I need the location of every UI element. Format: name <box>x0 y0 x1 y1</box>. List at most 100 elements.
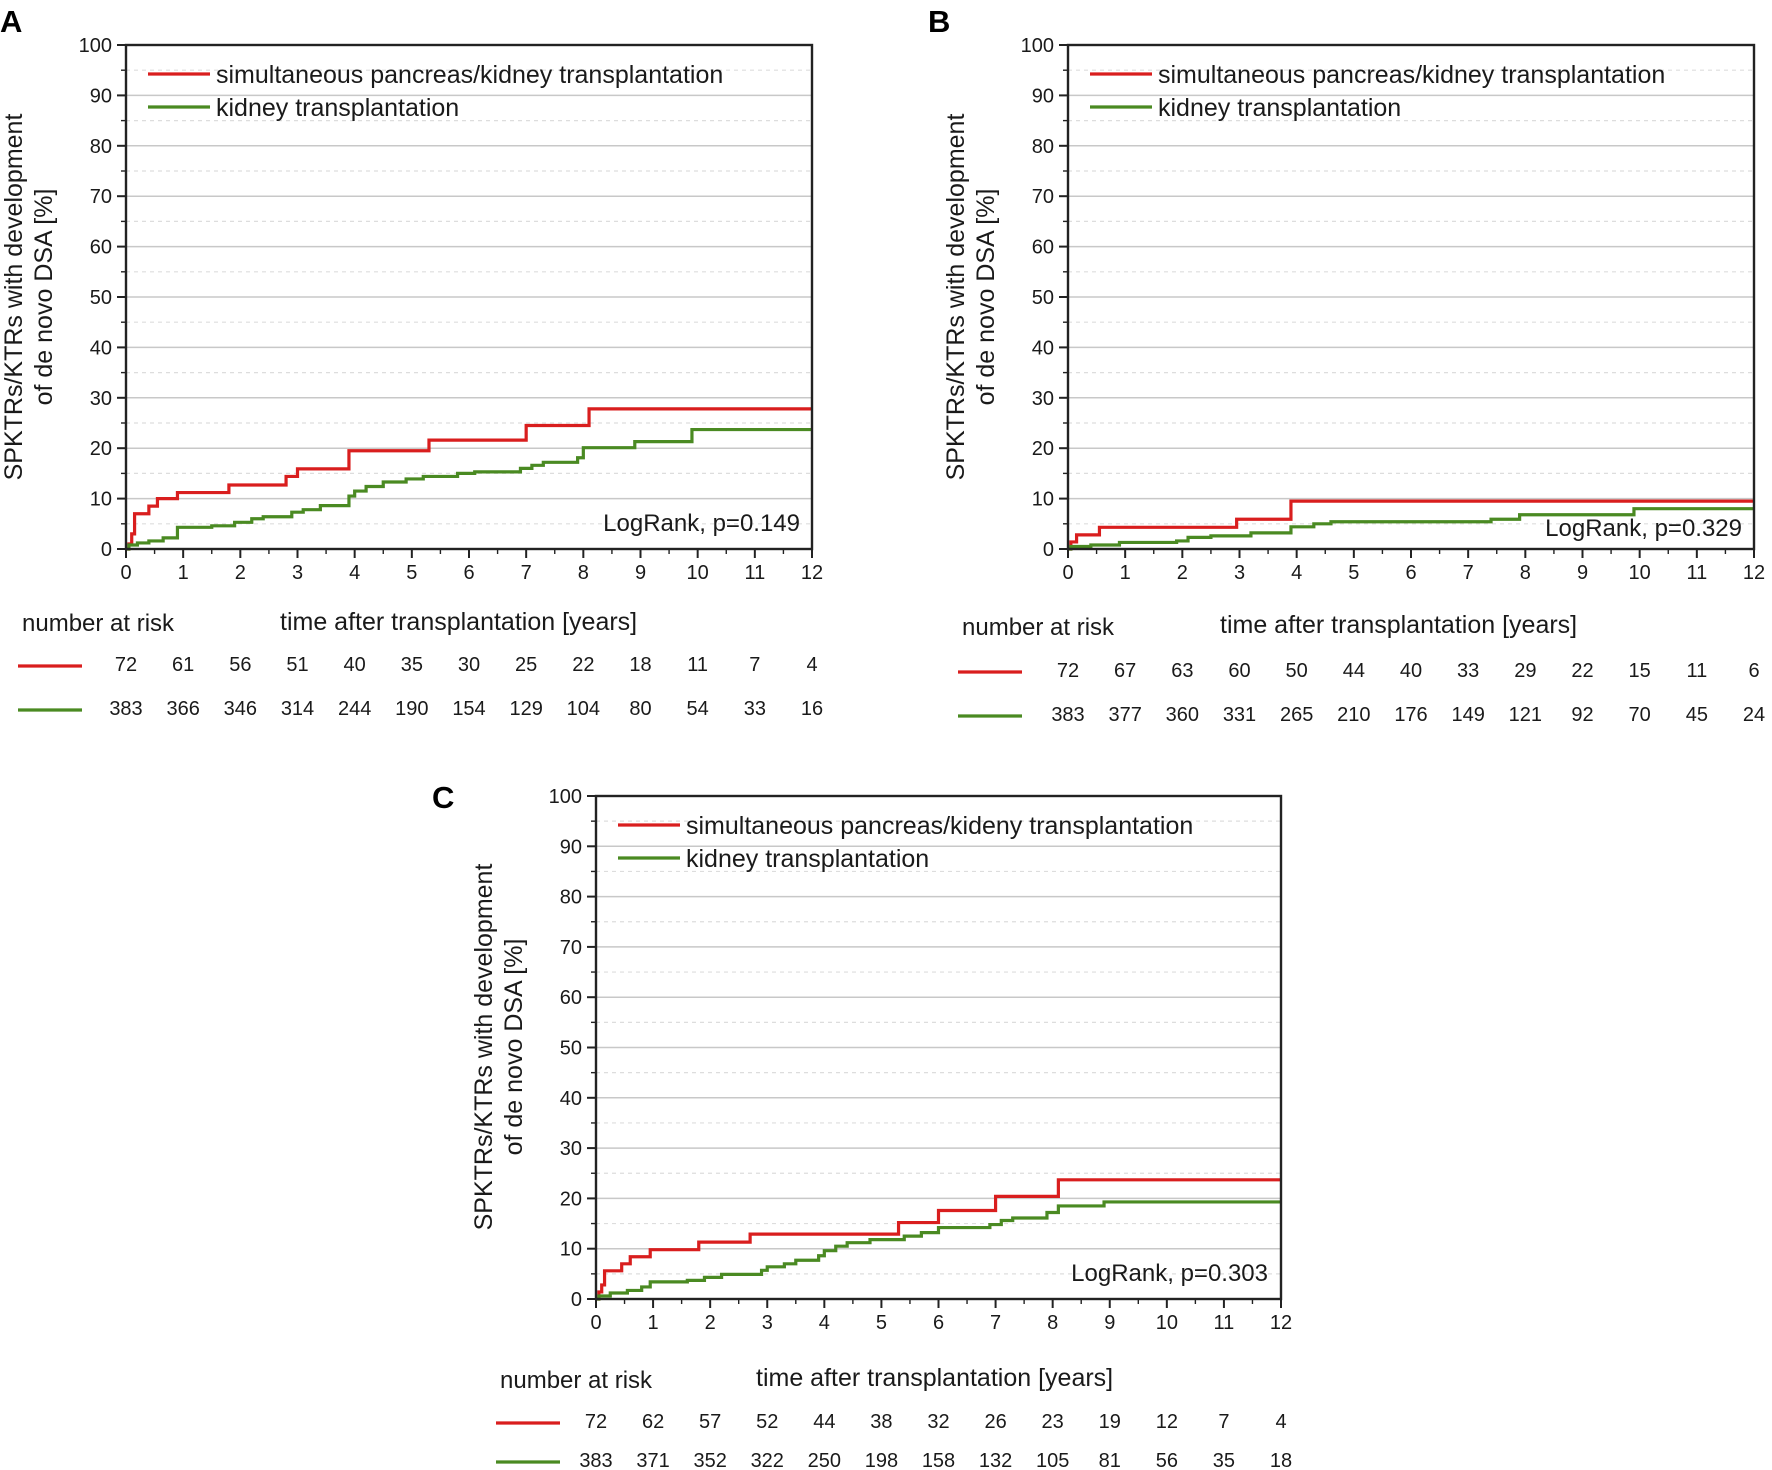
x-tick-label: 6 <box>1405 562 1416 584</box>
y-tick-label: 60 <box>1032 237 1054 259</box>
grid-lines <box>126 69 812 525</box>
risk-value-spk: 30 <box>458 654 480 676</box>
y-axis-title-line1: SPKTRs/KTRs with development <box>942 114 970 481</box>
risk-value-kidney: 360 <box>1166 704 1199 726</box>
panel-label-a: A <box>0 4 22 39</box>
x-tick-label: 12 <box>1270 1312 1292 1334</box>
legend-label-spk: simultaneous pancreas/kidney transplanta… <box>1158 61 1665 89</box>
y-tick-label: 100 <box>79 35 112 57</box>
risk-value-kidney: 314 <box>281 698 314 720</box>
y-tick-label: 20 <box>560 1188 582 1210</box>
risk-table-title: number at risk <box>22 610 175 637</box>
y-axis-title: SPKTRs/KTRs with development of de novo … <box>942 114 1000 481</box>
risk-value-kidney: 16 <box>801 698 823 720</box>
risk-table: 72 67 63 60 50 44 40 33 29 22 15 11 6 383 377 360 331 265… <box>1051 660 1765 726</box>
x-tick-label: 6 <box>463 562 474 584</box>
y-axis-title-line1: SPKTRs/KTRs with development <box>470 864 498 1231</box>
x-tick-label: 9 <box>1104 1312 1115 1334</box>
x-tick-label: 7 <box>990 1312 1001 1334</box>
risk-value-spk: 40 <box>344 654 366 676</box>
risk-value-spk: 19 <box>1099 1411 1121 1433</box>
risk-value-spk: 26 <box>984 1411 1006 1433</box>
risk-value-kidney: 244 <box>338 698 371 720</box>
legend-label-spk: simultaneous pancreas/kideny transplanta… <box>686 812 1193 840</box>
y-tick-label: 70 <box>90 186 112 208</box>
y-tick-label: 70 <box>1032 186 1054 208</box>
risk-value-kidney: 383 <box>109 698 142 720</box>
y-axis-ticks: 0 10 20 30 40 50 60 70 80 90 100 <box>549 786 596 1311</box>
y-tick-label: 50 <box>1032 287 1054 309</box>
x-tick-label: 8 <box>1520 562 1531 584</box>
risk-value-spk: 29 <box>1514 660 1536 682</box>
y-tick-label: 80 <box>1032 136 1054 158</box>
risk-value-spk: 38 <box>870 1411 892 1433</box>
risk-value-spk: 52 <box>756 1411 778 1433</box>
y-axis-title-line2: of de novo DSA [%] <box>30 189 58 406</box>
y-axis-ticks: 0 10 20 30 40 50 60 70 80 90 100 <box>1021 35 1068 561</box>
x-tick-label: 4 <box>819 1312 830 1334</box>
x-tick-label: 9 <box>635 562 646 584</box>
y-tick-label: 10 <box>560 1239 582 1261</box>
logrank-annotation: LogRank, p=0.149 <box>603 510 800 537</box>
risk-value-spk: 32 <box>927 1411 949 1433</box>
y-axis-title-line1: SPKTRs/KTRs with development <box>0 114 28 481</box>
risk-value-spk: 18 <box>629 654 651 676</box>
risk-value-kidney: 371 <box>636 1450 669 1470</box>
risk-value-kidney: 18 <box>1270 1450 1292 1470</box>
y-tick-label: 20 <box>90 438 112 460</box>
risk-value-kidney: 54 <box>687 698 709 720</box>
legend-label-spk: simultaneous pancreas/kidney transplanta… <box>216 61 723 89</box>
risk-value-spk: 67 <box>1114 660 1136 682</box>
legend-label-kidney: kidney transplantation <box>1158 94 1401 122</box>
x-tick-label: 5 <box>1348 562 1359 584</box>
risk-value-spk: 44 <box>813 1411 835 1433</box>
risk-value-spk: 22 <box>572 654 594 676</box>
risk-value-spk: 35 <box>401 654 423 676</box>
x-tick-label: 5 <box>406 562 417 584</box>
x-tick-label: 4 <box>1291 562 1302 584</box>
risk-value-kidney: 250 <box>808 1450 841 1470</box>
x-tick-label: 10 <box>1156 1312 1178 1334</box>
risk-value-spk: 11 <box>1686 660 1707 682</box>
risk-value-spk: 15 <box>1629 660 1651 682</box>
risk-value-spk: 72 <box>115 654 137 676</box>
y-tick-label: 0 <box>571 1289 582 1311</box>
y-tick-label: 30 <box>560 1138 582 1160</box>
y-tick-label: 80 <box>560 887 582 909</box>
risk-table-title: number at risk <box>500 1367 653 1394</box>
y-axis-title: SPKTRs/KTRs with development of de novo … <box>0 114 58 481</box>
y-axis-title-line2: of de novo DSA [%] <box>500 939 528 1156</box>
x-tick-label: 10 <box>687 562 709 584</box>
x-axis-ticks: 0 1 2 3 4 5 6 7 8 9 10 11 12 <box>1062 549 1765 584</box>
risk-value-kidney: 149 <box>1451 704 1484 726</box>
grid-lines <box>596 820 1281 1275</box>
y-axis-title: SPKTRs/KTRs with development of de novo … <box>470 864 528 1231</box>
risk-value-spk: 50 <box>1286 660 1308 682</box>
panel-label-c: C <box>432 780 454 815</box>
risk-value-kidney: 121 <box>1509 704 1542 726</box>
curve-kidney <box>1068 507 1754 551</box>
risk-value-kidney: 132 <box>979 1450 1012 1470</box>
x-tick-label: 2 <box>705 1312 716 1334</box>
x-tick-label: 12 <box>801 562 823 584</box>
x-axis-ticks: 0 1 2 3 4 5 6 7 8 9 10 11 12 <box>120 549 823 584</box>
x-axis-ticks: 0 1 2 3 4 5 6 7 8 9 10 11 12 <box>590 1299 1292 1334</box>
grid-lines <box>1068 69 1754 525</box>
x-axis-title: time after transplantation [years] <box>280 608 637 636</box>
y-tick-label: 40 <box>1032 337 1054 359</box>
risk-value-kidney: 352 <box>693 1450 726 1470</box>
x-tick-label: 0 <box>590 1312 601 1334</box>
x-tick-label: 3 <box>762 1312 773 1334</box>
risk-value-kidney: 35 <box>1213 1450 1235 1470</box>
y-tick-label: 30 <box>1032 388 1054 410</box>
risk-value-kidney: 33 <box>744 698 766 720</box>
risk-value-kidney: 70 <box>1629 704 1651 726</box>
risk-value-spk: 25 <box>515 654 537 676</box>
y-axis-ticks: 0 10 20 30 40 50 60 70 80 90 100 <box>79 35 126 561</box>
risk-value-kidney: 24 <box>1743 704 1765 726</box>
x-tick-label: 1 <box>1120 562 1131 584</box>
risk-value-spk: 7 <box>1218 1411 1229 1433</box>
